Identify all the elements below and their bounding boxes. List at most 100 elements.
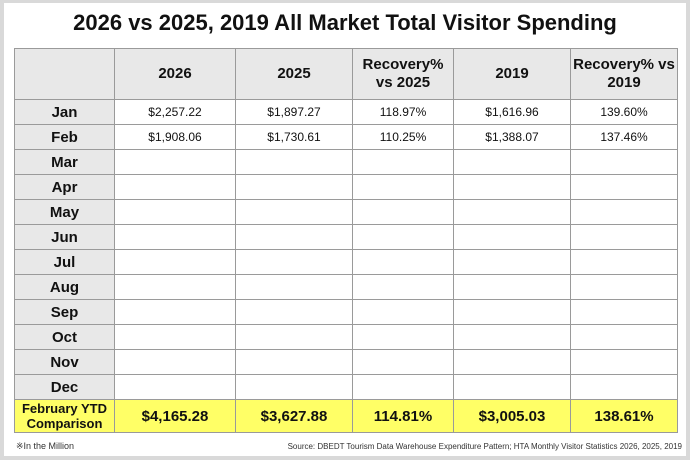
- ytd-cell: 138.61%: [570, 399, 678, 433]
- table-cell: [114, 324, 236, 350]
- table-cell: [453, 149, 571, 175]
- table-cell: [352, 374, 454, 400]
- month-label: Sep: [14, 299, 115, 325]
- month-label: Jan: [14, 99, 115, 125]
- table-cell: [453, 374, 571, 400]
- table-cell: [235, 299, 353, 325]
- table-cell: [352, 249, 454, 275]
- table-cell: [235, 199, 353, 225]
- table-cell: [570, 224, 678, 250]
- table-cell: $1,897.27: [235, 99, 353, 125]
- table-row: Mar: [14, 149, 678, 175]
- ytd-cell: $3,627.88: [235, 399, 353, 433]
- table-cell: [114, 274, 236, 300]
- table-cell: $1,730.61: [235, 124, 353, 150]
- month-label: Dec: [14, 374, 115, 400]
- table-cell: [235, 249, 353, 275]
- ytd-row: February YTD Comparison $4,165.28 $3,627.8…: [14, 399, 678, 433]
- column-header: 2019: [453, 48, 571, 100]
- table-cell: 118.97%: [352, 99, 454, 125]
- column-header: 2025: [235, 48, 353, 100]
- month-label: Aug: [14, 274, 115, 300]
- table-row: Nov: [14, 349, 678, 375]
- month-label: Jul: [14, 249, 115, 275]
- table-row: Feb $1,908.06 $1,730.61 110.25% $1,388.07 137…: [14, 124, 678, 150]
- table-row: Dec: [14, 374, 678, 400]
- table-cell: [352, 349, 454, 375]
- column-header: Recovery% vs 2019: [570, 48, 678, 100]
- table-cell: [114, 174, 236, 200]
- month-label: Jun: [14, 224, 115, 250]
- table-row: Jan $2,257.22 $1,897.27 118.97% $1,616.96 139…: [14, 99, 678, 125]
- table-row: Oct: [14, 324, 678, 350]
- table-cell: [235, 274, 353, 300]
- table-cell: [114, 299, 236, 325]
- table-cell: [453, 174, 571, 200]
- table-cell: [114, 149, 236, 175]
- month-label: Oct: [14, 324, 115, 350]
- table-cell: [453, 324, 571, 350]
- table-cell: $1,388.07: [453, 124, 571, 150]
- table-cell: [570, 249, 678, 275]
- table-cell: [352, 274, 454, 300]
- month-label: May: [14, 199, 115, 225]
- month-label: Nov: [14, 349, 115, 375]
- table-cell: [114, 349, 236, 375]
- table-row: Jul: [14, 249, 678, 275]
- header-row: 2026 2025 Recovery% vs 2025 2019 Recovery% v…: [14, 48, 678, 100]
- table-cell: [570, 174, 678, 200]
- table-cell: [235, 324, 353, 350]
- table-cell: [114, 224, 236, 250]
- table-cell: [235, 224, 353, 250]
- ytd-cell: $4,165.28: [114, 399, 236, 433]
- month-label: Apr: [14, 174, 115, 200]
- table-cell: $1,908.06: [114, 124, 236, 150]
- table-cell: [114, 249, 236, 275]
- month-label: Feb: [14, 124, 115, 150]
- unit-note: ※In the Million: [16, 441, 75, 451]
- table-cell: [352, 174, 454, 200]
- table-cell: [352, 149, 454, 175]
- table-cell: $2,257.22: [114, 99, 236, 125]
- column-header: Recovery% vs 2025: [352, 48, 454, 100]
- table-cell: [352, 199, 454, 225]
- column-header: [14, 48, 115, 100]
- table-cell: [570, 199, 678, 225]
- table-row: Apr: [14, 174, 678, 200]
- table-cell: [114, 199, 236, 225]
- table-row: Sep: [14, 299, 678, 325]
- table-cell: [453, 299, 571, 325]
- table-cell: [352, 224, 454, 250]
- table-cell: [453, 274, 571, 300]
- table-cell: [453, 199, 571, 225]
- table-cell: [570, 299, 678, 325]
- table-cell: [570, 149, 678, 175]
- table-row: May: [14, 199, 678, 225]
- table-cell: [570, 274, 678, 300]
- column-header: 2026: [114, 48, 236, 100]
- ytd-cell: 114.81%: [352, 399, 454, 433]
- table-cell: [570, 374, 678, 400]
- month-label: Mar: [14, 149, 115, 175]
- spending-table: 2026 2025 Recovery% vs 2025 2019 Recovery% v…: [14, 48, 678, 433]
- table-cell: [570, 324, 678, 350]
- table-cell: [352, 324, 454, 350]
- table-cell: [570, 349, 678, 375]
- table-cell: [352, 299, 454, 325]
- source-note: Source: DBEDT Tourism Data Warehouse Exp…: [287, 442, 682, 451]
- table-cell: [453, 349, 571, 375]
- table-cell: $1,616.96: [453, 99, 571, 125]
- table-cell: [453, 224, 571, 250]
- table-cell: 110.25%: [352, 124, 454, 150]
- table-cell: [235, 149, 353, 175]
- ytd-label: February YTD Comparison: [14, 399, 115, 433]
- table-cell: 139.60%: [570, 99, 678, 125]
- table-cell: 137.46%: [570, 124, 678, 150]
- table-cell: [235, 174, 353, 200]
- table-cell: [453, 249, 571, 275]
- table-cell: [114, 374, 236, 400]
- page-title: 2026 vs 2025, 2019 All Market Total Visi…: [73, 10, 617, 35]
- table-row: Aug: [14, 274, 678, 300]
- table-cell: [235, 349, 353, 375]
- table-cell: [235, 374, 353, 400]
